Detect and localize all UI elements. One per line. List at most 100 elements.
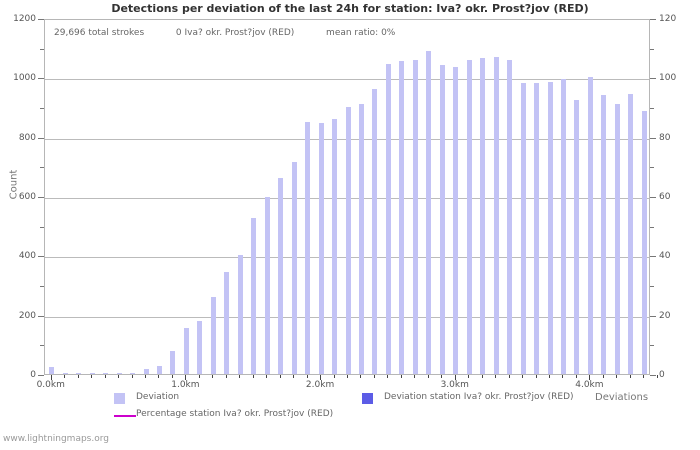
bar — [76, 372, 82, 374]
x-tick — [118, 375, 120, 378]
x-tick — [656, 375, 658, 378]
bar — [641, 111, 647, 374]
bar — [49, 366, 55, 374]
y-tick-label: 400 — [18, 251, 36, 262]
legend-label: Deviation — [136, 392, 180, 402]
x-tick-label: 4.0km — [575, 380, 604, 390]
annotation-station-count: 0 Iva? okr. Prost?jov (RED) — [175, 28, 295, 38]
bar — [560, 78, 566, 374]
y-tick-major — [38, 197, 44, 198]
x-tick — [77, 375, 79, 378]
bar — [183, 328, 189, 374]
y-tick-right-label: 80 — [659, 132, 671, 143]
x-tick — [50, 375, 52, 380]
y-tick-right-major — [650, 137, 656, 139]
y-tick-right-label: 100 — [659, 73, 677, 84]
bar — [170, 350, 176, 374]
x-tick — [158, 375, 160, 378]
bar — [547, 81, 553, 374]
x-axis: 0.0km 1.0km 2.0km 3.0km 4.0km — [37, 375, 658, 397]
y-tick-major — [38, 137, 44, 139]
x-tick — [562, 375, 564, 378]
y-tick-right-label: 0 — [659, 370, 665, 380]
x-tick — [320, 375, 322, 380]
x-tick — [400, 375, 402, 378]
x-tick — [145, 375, 146, 378]
x-tick — [293, 375, 295, 378]
bar — [278, 178, 284, 374]
y-tick-right-major — [650, 78, 656, 80]
y-tick-label: 1200 — [13, 14, 36, 24]
y-tick-right-major — [650, 197, 656, 198]
bar — [480, 58, 486, 374]
bar — [62, 372, 68, 374]
legend-swatch — [114, 393, 125, 404]
bar — [587, 77, 593, 374]
x-tick-label: 0.0km — [36, 380, 65, 390]
x-tick — [535, 375, 537, 378]
y-tick-right-minor — [650, 108, 654, 109]
plot-area — [44, 19, 650, 375]
y-tick-major — [38, 78, 44, 80]
y-tick-right-minor — [650, 345, 654, 347]
bar — [439, 65, 445, 374]
x-tick — [252, 375, 254, 378]
x-tick — [387, 375, 389, 378]
y-tick-right-minor — [650, 48, 654, 50]
y-tick-right-minor — [650, 226, 654, 228]
x-tick — [454, 375, 456, 380]
x-tick — [602, 375, 604, 378]
x-tick — [643, 375, 645, 378]
bar — [372, 89, 378, 374]
chart-legend: Deviation Deviation station Iva? okr. Pro… — [0, 392, 700, 432]
bar — [224, 271, 230, 374]
bar — [291, 161, 297, 374]
y-tick-major — [38, 19, 44, 20]
x-axis-title: Deviations — [595, 392, 649, 403]
bar — [305, 121, 311, 374]
bar — [237, 255, 243, 374]
x-tick — [239, 375, 241, 378]
legend-label: Percentage station Iva? okr. Prost?jov (… — [136, 409, 334, 419]
bar — [520, 83, 526, 374]
y-tick-right-minor — [650, 286, 654, 287]
bar — [116, 372, 122, 374]
bar — [332, 118, 338, 374]
bar — [143, 369, 149, 374]
legend-label: Deviation station Iva? okr. Prost?jov (R… — [384, 392, 574, 402]
y-tick-major — [38, 256, 44, 258]
y-tick-label: 600 — [18, 192, 36, 202]
y-tick-right-major — [650, 375, 656, 376]
x-tick-label: 1.0km — [171, 380, 200, 390]
y-tick-right-major — [650, 256, 656, 258]
x-tick — [481, 375, 483, 378]
x-tick — [347, 375, 348, 378]
bar — [251, 218, 257, 374]
y-tick-minor — [40, 48, 44, 50]
x-tick — [414, 375, 416, 378]
x-tick — [91, 375, 93, 378]
bar — [466, 59, 472, 374]
y-tick-right-major — [650, 315, 656, 317]
bar — [358, 104, 364, 374]
bar — [534, 83, 540, 374]
bar — [507, 59, 513, 374]
x-tick — [508, 375, 510, 378]
y-tick-minor — [40, 286, 44, 287]
y-tick-right-major — [650, 19, 656, 20]
bars-layer — [45, 20, 649, 374]
annotation-mean-ratio: mean ratio: 0% — [326, 28, 396, 38]
x-tick — [629, 375, 631, 378]
x-tick — [589, 375, 591, 380]
bar — [103, 372, 109, 374]
annotation-total-strokes: 29,696 total strokes — [54, 28, 145, 38]
x-tick — [212, 375, 214, 378]
x-tick — [427, 375, 429, 378]
x-tick — [333, 375, 335, 378]
y-tick-label: 800 — [18, 132, 36, 143]
plot-annotations: 29,696 total strokes 0 Iva? okr. Prost?j… — [54, 28, 395, 38]
x-tick — [549, 375, 550, 378]
bar — [264, 197, 270, 374]
x-tick — [185, 375, 187, 380]
y-tick-right-label: 20 — [659, 310, 671, 321]
